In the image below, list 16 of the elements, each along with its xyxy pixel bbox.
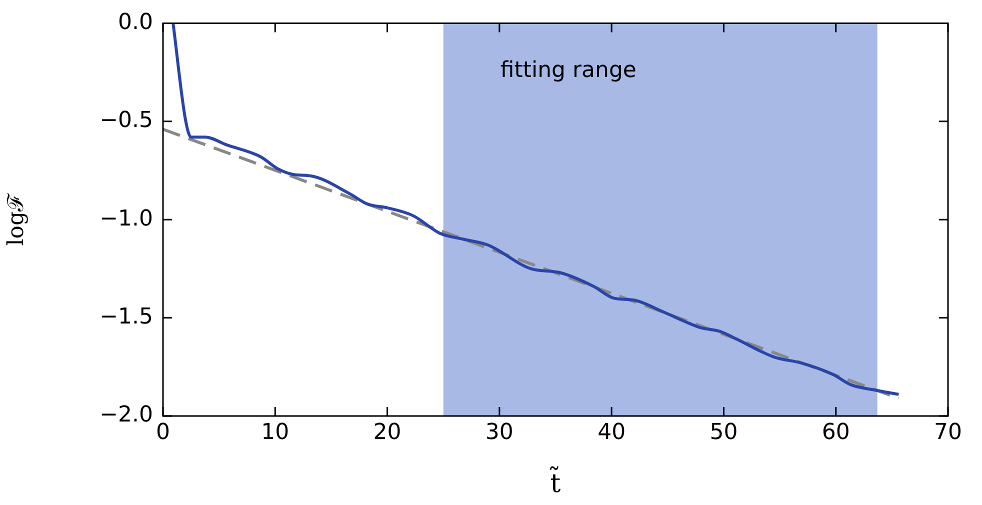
y-tick-label: −0.5 <box>100 108 153 134</box>
band-label: fitting range <box>500 58 636 83</box>
x-tick-label: 70 <box>934 420 962 445</box>
y-tick-label: −1.0 <box>100 206 153 232</box>
x-tick-label: 40 <box>598 420 626 445</box>
y-tick-label: −2.0 <box>100 402 153 428</box>
x-tick-label: 0 <box>156 420 170 445</box>
x-tick-label: 30 <box>485 420 514 445</box>
y-tick-label: −1.5 <box>100 304 153 330</box>
x-axis-title: t̃ <box>550 466 562 500</box>
y-axis-title: logℱ <box>4 192 29 246</box>
x-tick-label: 60 <box>822 420 850 445</box>
x-tick-label: 50 <box>710 420 738 445</box>
y-tick-label: 0.0 <box>118 10 153 35</box>
x-tick-label: 20 <box>373 420 402 445</box>
x-tick-label: 10 <box>261 420 290 445</box>
